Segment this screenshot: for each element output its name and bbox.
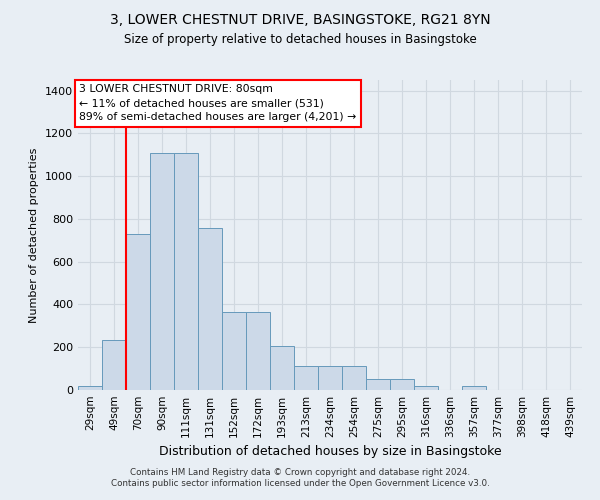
Bar xyxy=(78,386,102,390)
Bar xyxy=(102,340,126,390)
Y-axis label: Number of detached properties: Number of detached properties xyxy=(29,148,40,322)
Bar xyxy=(366,380,390,390)
Bar xyxy=(150,152,174,390)
Bar xyxy=(246,312,270,390)
Bar xyxy=(294,366,318,390)
Bar xyxy=(222,312,246,390)
Bar xyxy=(198,228,222,390)
Bar xyxy=(318,366,342,390)
Bar xyxy=(126,234,150,390)
Bar xyxy=(414,386,438,390)
Text: Size of property relative to detached houses in Basingstoke: Size of property relative to detached ho… xyxy=(124,32,476,46)
Text: 3 LOWER CHESTNUT DRIVE: 80sqm
← 11% of detached houses are smaller (531)
89% of : 3 LOWER CHESTNUT DRIVE: 80sqm ← 11% of d… xyxy=(79,84,356,122)
Text: Contains HM Land Registry data © Crown copyright and database right 2024.
Contai: Contains HM Land Registry data © Crown c… xyxy=(110,468,490,487)
Bar xyxy=(174,152,198,390)
Bar xyxy=(390,380,414,390)
Bar xyxy=(342,366,366,390)
Text: 3, LOWER CHESTNUT DRIVE, BASINGSTOKE, RG21 8YN: 3, LOWER CHESTNUT DRIVE, BASINGSTOKE, RG… xyxy=(110,12,490,26)
Bar xyxy=(270,346,294,390)
Bar xyxy=(462,386,486,390)
X-axis label: Distribution of detached houses by size in Basingstoke: Distribution of detached houses by size … xyxy=(158,446,502,458)
